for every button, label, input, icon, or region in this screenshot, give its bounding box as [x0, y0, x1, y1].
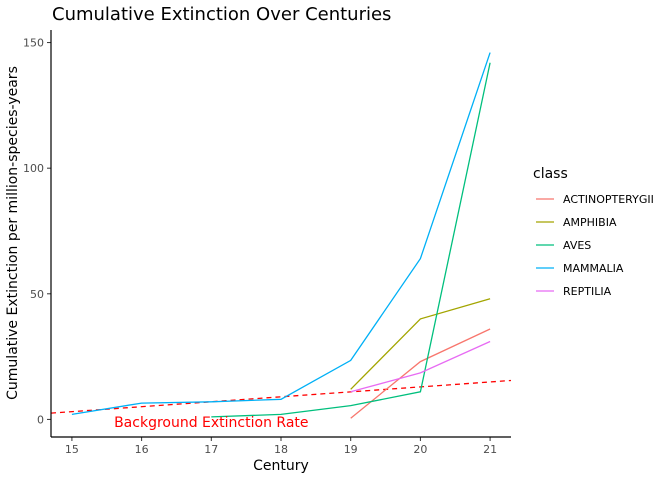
legend: class ACTINOPTERYGII AMPHIBIA AVES MAMMALIA…	[533, 166, 654, 298]
legend-label-reptilia: REPTILIA	[563, 285, 612, 298]
legend-title: class	[533, 166, 568, 182]
x-tick-label: 21	[483, 443, 497, 456]
legend-label-aves: AVES	[563, 239, 591, 252]
y-axis-ticks: 0 50 100 150	[23, 37, 51, 426]
series-line-aves	[211, 62, 491, 418]
chart-title: Cumulative Extinction Over Centuries	[52, 4, 391, 25]
legend-label-mammalia: MAMMALIA	[563, 262, 624, 275]
background-rate-label: Background Extinction Rate	[114, 415, 308, 431]
legend-label-actinopterygii: ACTINOPTERYGII	[563, 193, 654, 206]
legend-label-amphibia: AMPHIBIA	[563, 216, 617, 229]
series-line-reptilia	[350, 340, 491, 393]
y-tick-label: 100	[23, 162, 44, 175]
y-tick-label: 150	[23, 37, 44, 50]
x-tick-label: 19	[344, 443, 358, 456]
x-tick-label: 17	[204, 443, 218, 456]
y-tick-label: 50	[30, 288, 44, 301]
x-tick-label: 16	[135, 443, 149, 456]
y-axis-title: Cumulative Extinction per million-specie…	[5, 66, 21, 400]
series-line-actinopterygii	[350, 328, 491, 419]
x-tick-label: 15	[65, 443, 79, 456]
series-line-mammalia	[71, 52, 491, 416]
x-tick-label: 18	[274, 443, 288, 456]
series-line-amphibia	[350, 298, 491, 390]
y-tick-label: 0	[37, 413, 44, 426]
x-tick-label: 20	[413, 443, 427, 456]
plot-area	[50, 52, 512, 419]
background-rate-line	[50, 379, 512, 414]
x-axis-ticks: 15 16 17 18 19 20 21	[65, 437, 497, 456]
x-axis-title: Century	[253, 458, 309, 474]
